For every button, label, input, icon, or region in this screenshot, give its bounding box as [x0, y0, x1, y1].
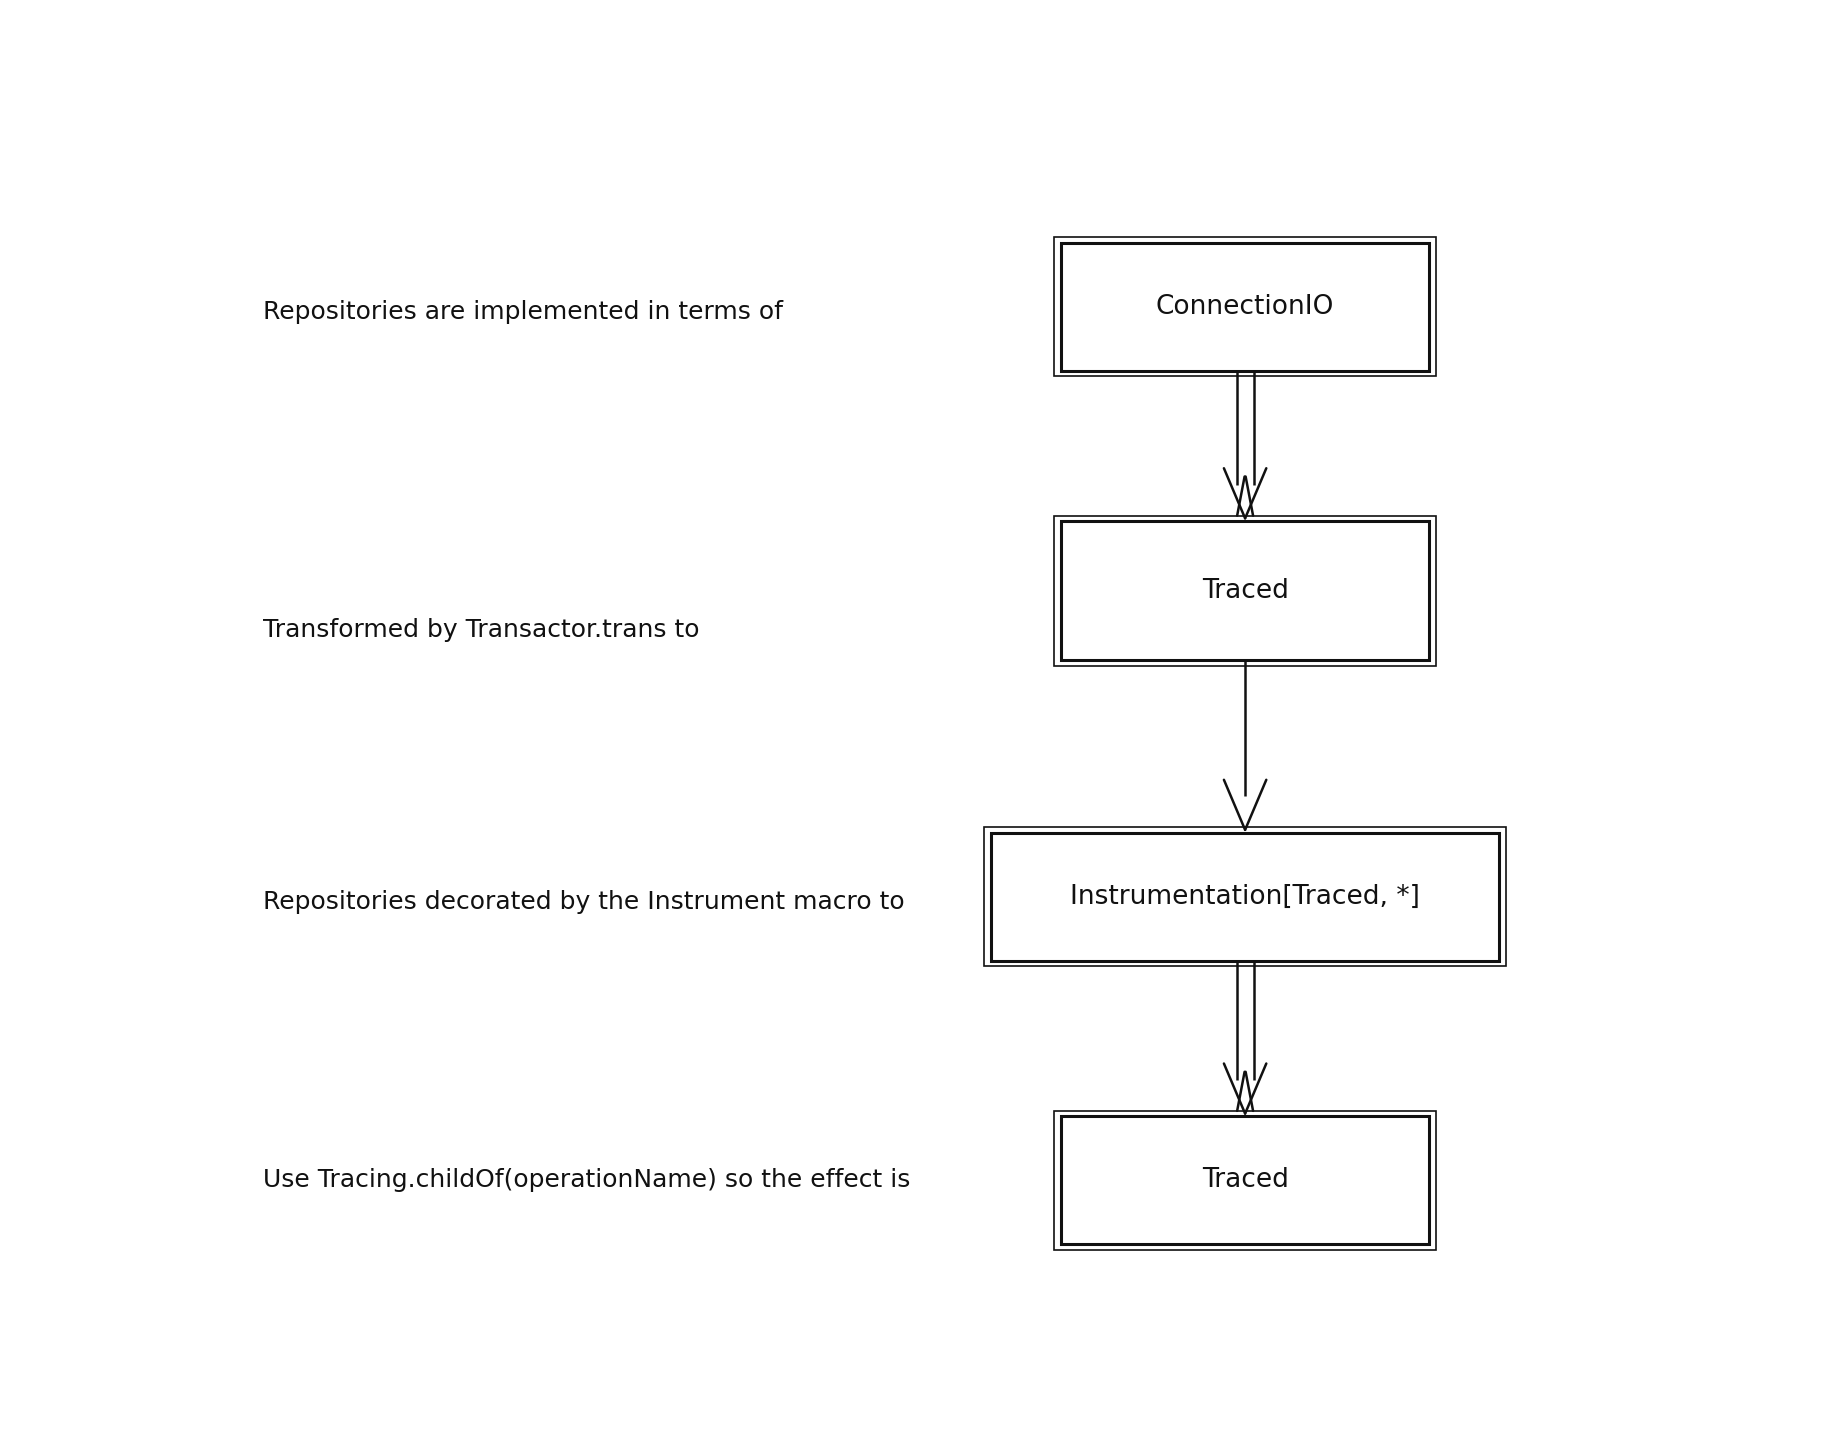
Bar [992, 832, 1499, 961]
Bar [1054, 516, 1437, 666]
Text: Traced: Traced [1201, 578, 1289, 604]
Text: Repositories are implemented in terms of: Repositories are implemented in terms of [263, 301, 784, 325]
Text: Instrumentation[Traced, *]: Instrumentation[Traced, *] [1070, 884, 1420, 909]
Text: Transformed by Transactor.trans to: Transformed by Transactor.trans to [263, 617, 700, 642]
Bar [1054, 237, 1437, 377]
Bar [1061, 1117, 1429, 1244]
Bar [984, 827, 1506, 967]
Text: ConnectionIO: ConnectionIO [1156, 293, 1334, 319]
Text: Repositories decorated by the Instrument macro to: Repositories decorated by the Instrument… [263, 890, 904, 915]
Text: Traced: Traced [1201, 1168, 1289, 1194]
Bar [1054, 1111, 1437, 1250]
Text: Use Tracing.childOf(operationName) so the effect is: Use Tracing.childOf(operationName) so th… [263, 1169, 910, 1192]
Bar [1061, 522, 1429, 660]
Bar [1061, 243, 1429, 371]
